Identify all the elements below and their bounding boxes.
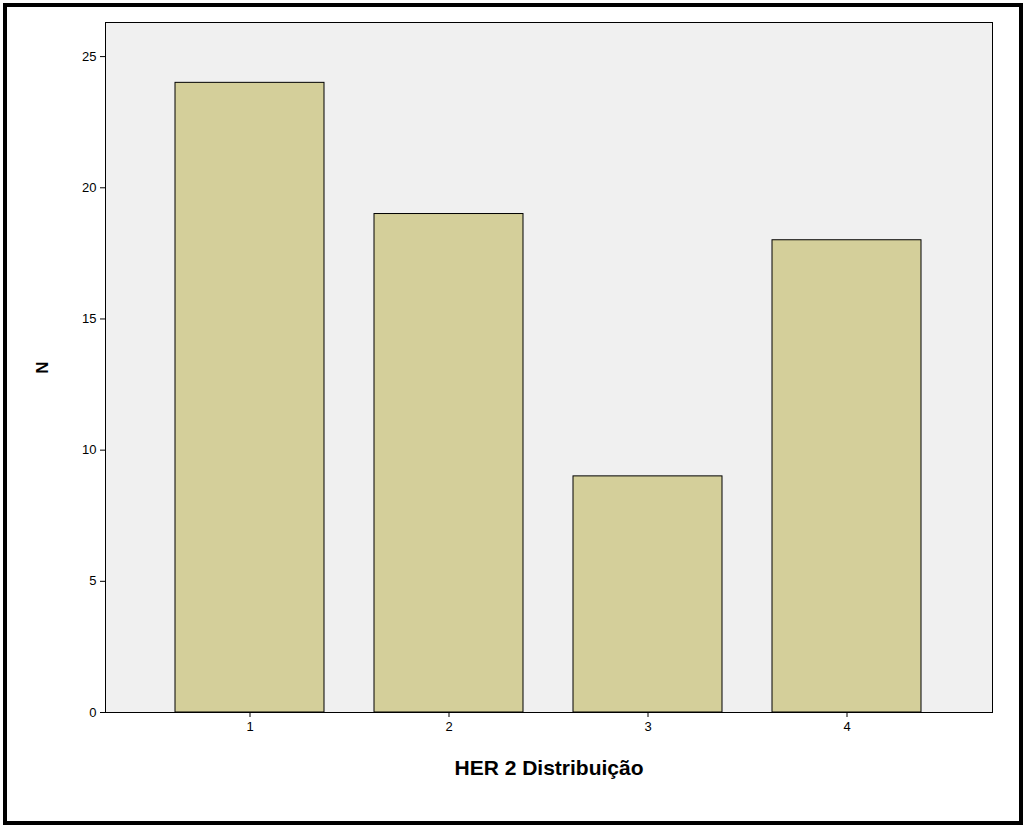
svg-text:25: 25 — [82, 49, 96, 64]
svg-text:15: 15 — [82, 311, 96, 326]
svg-text:HER 2 Distribuição: HER 2 Distribuição — [454, 756, 643, 779]
svg-text:20: 20 — [82, 180, 96, 195]
svg-text:5: 5 — [89, 573, 96, 588]
svg-text:1: 1 — [246, 719, 253, 734]
svg-text:3: 3 — [644, 719, 651, 734]
svg-text:N: N — [33, 361, 52, 373]
svg-text:10: 10 — [82, 442, 96, 457]
svg-text:4: 4 — [843, 719, 850, 734]
svg-text:0: 0 — [89, 705, 96, 720]
svg-text:2: 2 — [445, 719, 452, 734]
